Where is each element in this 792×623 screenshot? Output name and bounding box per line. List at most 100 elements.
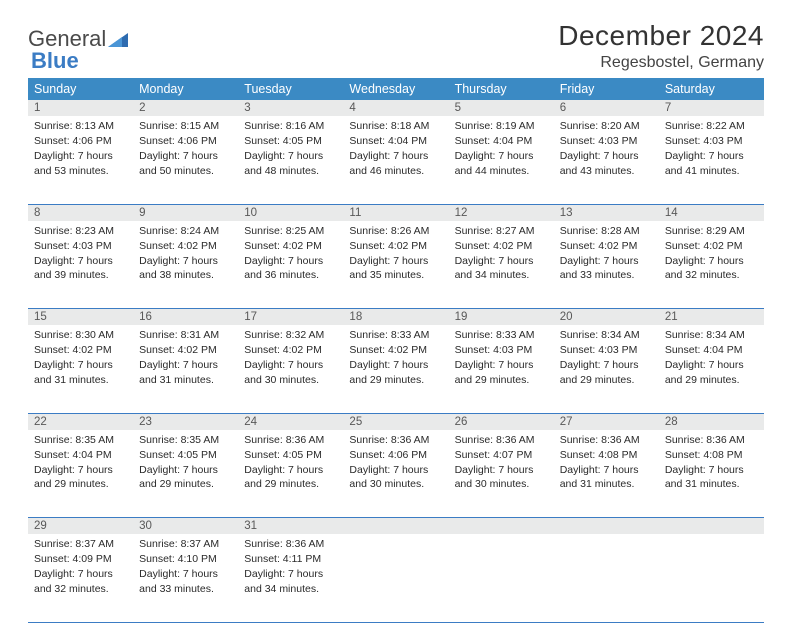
day-cell: Sunrise: 8:25 AMSunset: 4:02 PMDaylight:… [238,221,343,309]
daylight-text: Daylight: 7 hours and 30 minutes. [455,463,548,491]
sunrise-text: Sunrise: 8:36 AM [244,537,337,551]
day-cell [449,534,554,622]
day-number [449,518,554,535]
weekday-header: Thursday [449,78,554,100]
sunrise-text: Sunrise: 8:24 AM [139,224,232,238]
daylight-text: Daylight: 7 hours and 30 minutes. [244,358,337,386]
sunrise-text: Sunrise: 8:36 AM [665,433,758,447]
day-number: 18 [343,309,448,326]
weekday-header: Sunday [28,78,133,100]
daynum-row: 1234567 [28,100,764,116]
day-number: 3 [238,100,343,116]
day-number: 6 [554,100,659,116]
day-cell: Sunrise: 8:36 AMSunset: 4:06 PMDaylight:… [343,430,448,518]
sunset-text: Sunset: 4:02 PM [34,343,127,357]
daylight-text: Daylight: 7 hours and 38 minutes. [139,254,232,282]
day-cell: Sunrise: 8:18 AMSunset: 4:04 PMDaylight:… [343,116,448,204]
day-number: 29 [28,518,133,535]
sunrise-text: Sunrise: 8:19 AM [455,119,548,133]
header: General December 2024 Regesbostel, Germa… [28,20,764,72]
sunrise-text: Sunrise: 8:33 AM [455,328,548,342]
day-cell: Sunrise: 8:13 AMSunset: 4:06 PMDaylight:… [28,116,133,204]
sunrise-text: Sunrise: 8:23 AM [34,224,127,238]
day-number: 2 [133,100,238,116]
sunset-text: Sunset: 4:08 PM [560,448,653,462]
day-cell [554,534,659,622]
day-number: 14 [659,204,764,221]
day-cell: Sunrise: 8:36 AMSunset: 4:07 PMDaylight:… [449,430,554,518]
sunset-text: Sunset: 4:02 PM [560,239,653,253]
day-number: 15 [28,309,133,326]
sunrise-text: Sunrise: 8:28 AM [560,224,653,238]
sunrise-text: Sunrise: 8:30 AM [34,328,127,342]
sunset-text: Sunset: 4:02 PM [665,239,758,253]
sunrise-text: Sunrise: 8:36 AM [349,433,442,447]
sunrise-text: Sunrise: 8:31 AM [139,328,232,342]
day-number: 21 [659,309,764,326]
daylight-text: Daylight: 7 hours and 32 minutes. [665,254,758,282]
sunset-text: Sunset: 4:02 PM [455,239,548,253]
day-cell: Sunrise: 8:24 AMSunset: 4:02 PMDaylight:… [133,221,238,309]
day-cell [343,534,448,622]
day-cell: Sunrise: 8:34 AMSunset: 4:04 PMDaylight:… [659,325,764,413]
daylight-text: Daylight: 7 hours and 43 minutes. [560,149,653,177]
day-cell: Sunrise: 8:20 AMSunset: 4:03 PMDaylight:… [554,116,659,204]
sunset-text: Sunset: 4:03 PM [560,343,653,357]
daylight-text: Daylight: 7 hours and 39 minutes. [34,254,127,282]
sunrise-text: Sunrise: 8:27 AM [455,224,548,238]
daylight-text: Daylight: 7 hours and 33 minutes. [560,254,653,282]
day-number: 26 [449,413,554,430]
day-number: 17 [238,309,343,326]
sunset-text: Sunset: 4:02 PM [244,239,337,253]
sunset-text: Sunset: 4:02 PM [349,343,442,357]
sunset-text: Sunset: 4:05 PM [244,134,337,148]
daylight-text: Daylight: 7 hours and 53 minutes. [34,149,127,177]
day-cell: Sunrise: 8:29 AMSunset: 4:02 PMDaylight:… [659,221,764,309]
daylight-text: Daylight: 7 hours and 29 minutes. [349,358,442,386]
sunset-text: Sunset: 4:08 PM [665,448,758,462]
week-row: Sunrise: 8:13 AMSunset: 4:06 PMDaylight:… [28,116,764,204]
sunrise-text: Sunrise: 8:29 AM [665,224,758,238]
day-number: 24 [238,413,343,430]
day-cell: Sunrise: 8:36 AMSunset: 4:11 PMDaylight:… [238,534,343,622]
sunset-text: Sunset: 4:02 PM [139,343,232,357]
sunrise-text: Sunrise: 8:20 AM [560,119,653,133]
day-cell: Sunrise: 8:34 AMSunset: 4:03 PMDaylight:… [554,325,659,413]
day-number: 5 [449,100,554,116]
day-cell: Sunrise: 8:22 AMSunset: 4:03 PMDaylight:… [659,116,764,204]
sunset-text: Sunset: 4:04 PM [665,343,758,357]
day-number: 23 [133,413,238,430]
daylight-text: Daylight: 7 hours and 41 minutes. [665,149,758,177]
week-row: Sunrise: 8:23 AMSunset: 4:03 PMDaylight:… [28,221,764,309]
sunset-text: Sunset: 4:10 PM [139,552,232,566]
daylight-text: Daylight: 7 hours and 32 minutes. [34,567,127,595]
daylight-text: Daylight: 7 hours and 34 minutes. [455,254,548,282]
day-number: 28 [659,413,764,430]
daylight-text: Daylight: 7 hours and 31 minutes. [560,463,653,491]
day-cell: Sunrise: 8:23 AMSunset: 4:03 PMDaylight:… [28,221,133,309]
day-number: 13 [554,204,659,221]
daylight-text: Daylight: 7 hours and 29 minutes. [244,463,337,491]
daynum-row: 22232425262728 [28,413,764,430]
sunset-text: Sunset: 4:07 PM [455,448,548,462]
sunrise-text: Sunrise: 8:13 AM [34,119,127,133]
day-cell: Sunrise: 8:30 AMSunset: 4:02 PMDaylight:… [28,325,133,413]
day-cell [659,534,764,622]
weekday-header: Wednesday [343,78,448,100]
daylight-text: Daylight: 7 hours and 34 minutes. [244,567,337,595]
daylight-text: Daylight: 7 hours and 29 minutes. [139,463,232,491]
day-cell: Sunrise: 8:15 AMSunset: 4:06 PMDaylight:… [133,116,238,204]
sunset-text: Sunset: 4:05 PM [244,448,337,462]
weekday-header: Saturday [659,78,764,100]
sunrise-text: Sunrise: 8:34 AM [665,328,758,342]
sunset-text: Sunset: 4:06 PM [34,134,127,148]
sunrise-text: Sunrise: 8:37 AM [139,537,232,551]
day-cell: Sunrise: 8:28 AMSunset: 4:02 PMDaylight:… [554,221,659,309]
sunrise-text: Sunrise: 8:36 AM [455,433,548,447]
day-number: 19 [449,309,554,326]
daylight-text: Daylight: 7 hours and 31 minutes. [34,358,127,386]
daylight-text: Daylight: 7 hours and 31 minutes. [139,358,232,386]
day-cell: Sunrise: 8:36 AMSunset: 4:08 PMDaylight:… [659,430,764,518]
sunset-text: Sunset: 4:02 PM [139,239,232,253]
day-number: 20 [554,309,659,326]
